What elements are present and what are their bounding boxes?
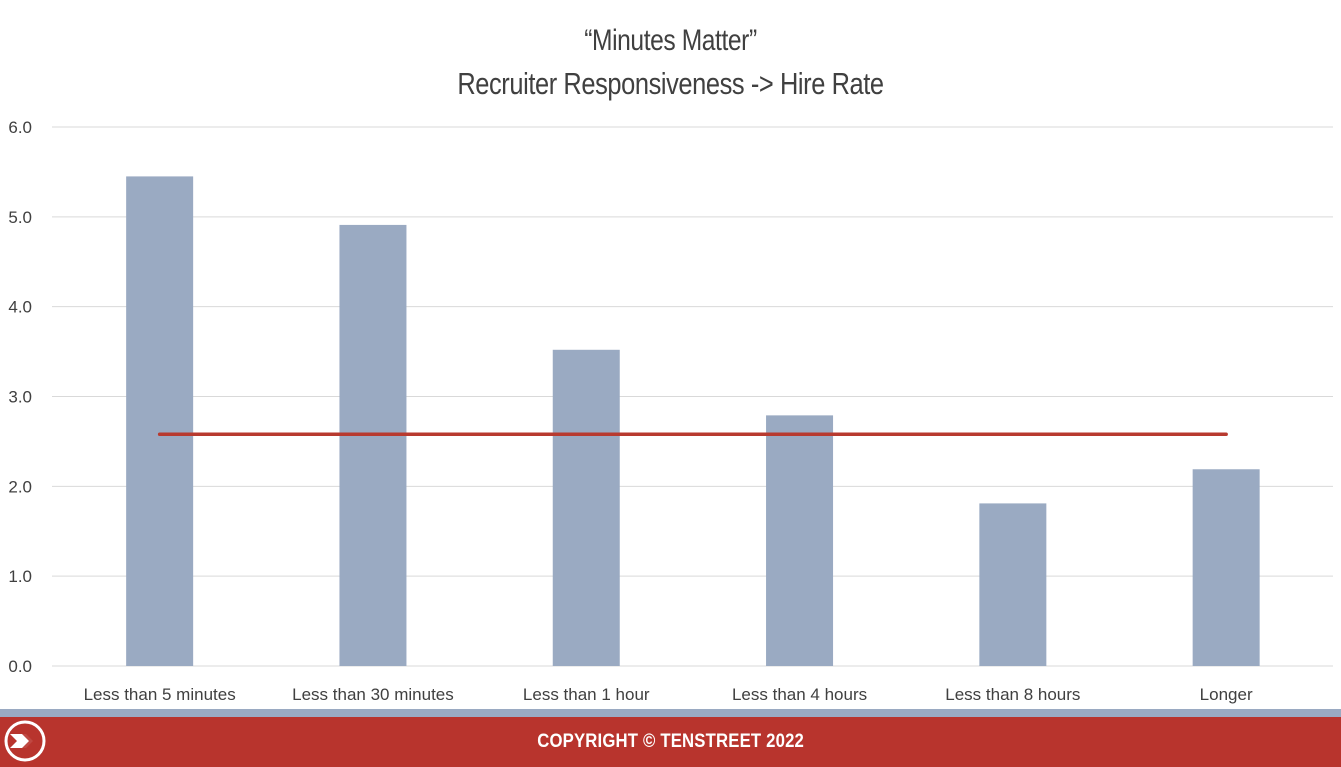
tenstreet-logo-icon: [4, 720, 46, 762]
x-tick-label: Less than 8 hours: [945, 685, 1080, 704]
y-tick-label: 4.0: [8, 298, 32, 317]
bar: [1192, 469, 1260, 666]
x-axis-tick-labels: Less than 5 minutes Less than 30 minutes L…: [84, 685, 1253, 704]
x-tick-label: Less than 1 hour: [523, 685, 650, 704]
bar: [552, 349, 620, 666]
y-tick-label: 0.0: [8, 657, 32, 676]
bar: [126, 176, 194, 667]
y-tick-label: 2.0: [8, 477, 32, 496]
chart-subtitle: Recruiter Responsiveness -> Hire Rate: [457, 66, 884, 101]
x-tick-label: Less than 30 minutes: [292, 685, 454, 704]
y-tick-label: 5.0: [8, 208, 32, 227]
x-tick-label: Longer: [1200, 685, 1253, 704]
copyright-text: COPYRIGHT © TENSTREET 2022: [537, 731, 804, 752]
bar: [979, 503, 1047, 666]
y-tick-label: 3.0: [8, 388, 32, 407]
chart-title-block: “Minutes Matter” Recruiter Responsivenes…: [0, 20, 1341, 106]
chart-title: “Minutes Matter”: [584, 24, 757, 57]
bar: [339, 224, 407, 666]
gridlines: [52, 126, 1333, 667]
bar-chart: 0.0 1.0 2.0 3.0 4.0 5.0 6.0 Less than 5 minute…: [8, 118, 1333, 704]
footer-stripe: [0, 709, 1341, 717]
x-tick-label: Less than 4 hours: [732, 685, 867, 704]
footer-bar: COPYRIGHT © TENSTREET 2022: [0, 717, 1341, 767]
y-axis-tick-labels: 0.0 1.0 2.0 3.0 4.0 5.0 6.0: [8, 118, 32, 676]
y-tick-label: 6.0: [8, 118, 32, 137]
bars: [126, 176, 1260, 667]
bar: [766, 415, 834, 666]
x-tick-label: Less than 5 minutes: [84, 685, 236, 704]
y-tick-label: 1.0: [8, 567, 32, 586]
